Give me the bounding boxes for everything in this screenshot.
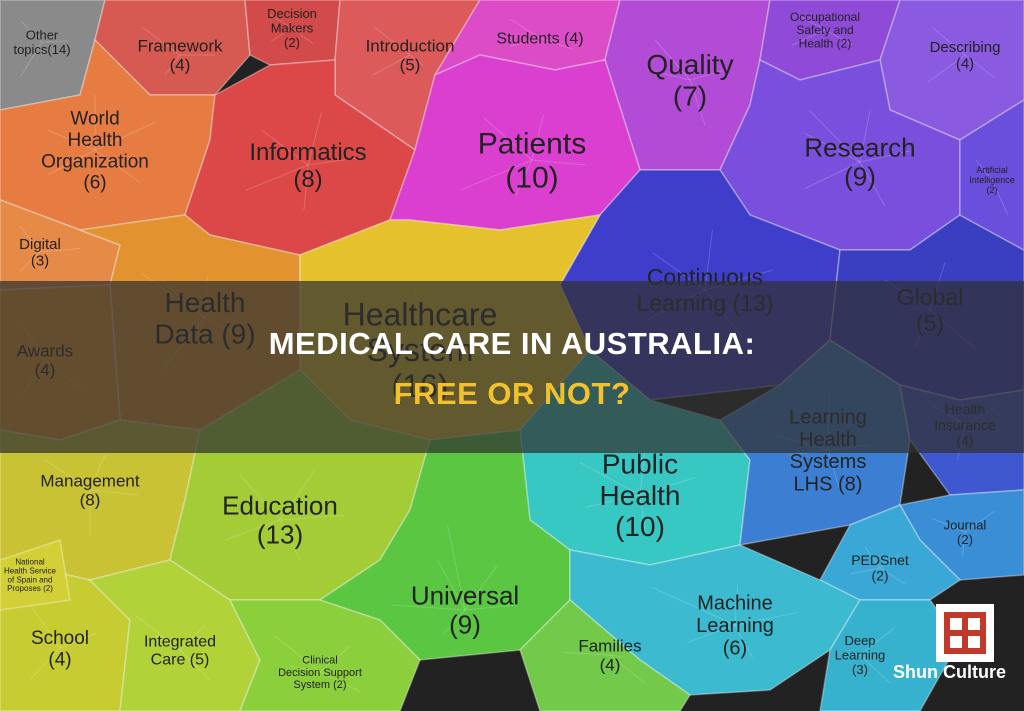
topic-label: Public Health (10): [600, 448, 681, 542]
topic-cell: [228, 599, 421, 711]
topic-label: Students (4): [496, 31, 583, 48]
topic-label: Universal (9): [411, 581, 519, 640]
topic-cell: [318, 429, 571, 661]
page-title-line1: MEDICAL CARE IN AUSTRALIA:: [268, 326, 756, 361]
topic-label: World Health Organization (6): [41, 109, 149, 194]
topic-cell: [519, 598, 692, 711]
topic-label: Management (8): [40, 471, 140, 509]
topic-label: Machine Learning (6): [696, 593, 774, 660]
topic-label: Deep Learning (3): [835, 633, 886, 677]
topic-label: Families (4): [578, 636, 641, 674]
topic-cell: [0, 539, 71, 611]
topic-label: Decision Makers (2): [267, 6, 317, 50]
topic-label: Research (9): [804, 133, 915, 192]
topic-label: Describing (4): [930, 39, 1001, 73]
topic-label: PEDSnet (2): [851, 552, 909, 584]
page-title-line2: FREE OR NOT?: [393, 376, 631, 411]
topic-label: Education (13): [222, 491, 338, 550]
topic-label: Introduction (5): [366, 36, 455, 74]
topic-cell: [959, 99, 1024, 251]
topic-label: Informatics (8): [249, 139, 366, 193]
topic-label: Digital (3): [19, 236, 61, 270]
topic-label: Clinical Decision Support System (2): [278, 655, 362, 692]
topic-label: Artificial Intelligence (2): [969, 165, 1015, 195]
topic-label: Framework (4): [137, 36, 223, 74]
topic-label: School (4): [31, 628, 89, 670]
topic-label: Occupational Safety and Health (2): [790, 10, 860, 51]
watermark-text: Shun Culture: [893, 662, 1006, 682]
topic-label: National Health Service of Spain and Propos…: [4, 557, 57, 593]
topic-label: Journal (2): [944, 517, 987, 547]
topic-label: Quality (7): [646, 49, 733, 111]
topic-label: Patients (10): [478, 128, 586, 195]
topic-cell: [818, 504, 962, 601]
topic-label: Integrated Care (5): [144, 634, 216, 669]
shun-culture-logo-icon: [936, 604, 994, 662]
title-banner: [0, 281, 1024, 453]
topic-label: Other topics(14): [13, 27, 70, 57]
